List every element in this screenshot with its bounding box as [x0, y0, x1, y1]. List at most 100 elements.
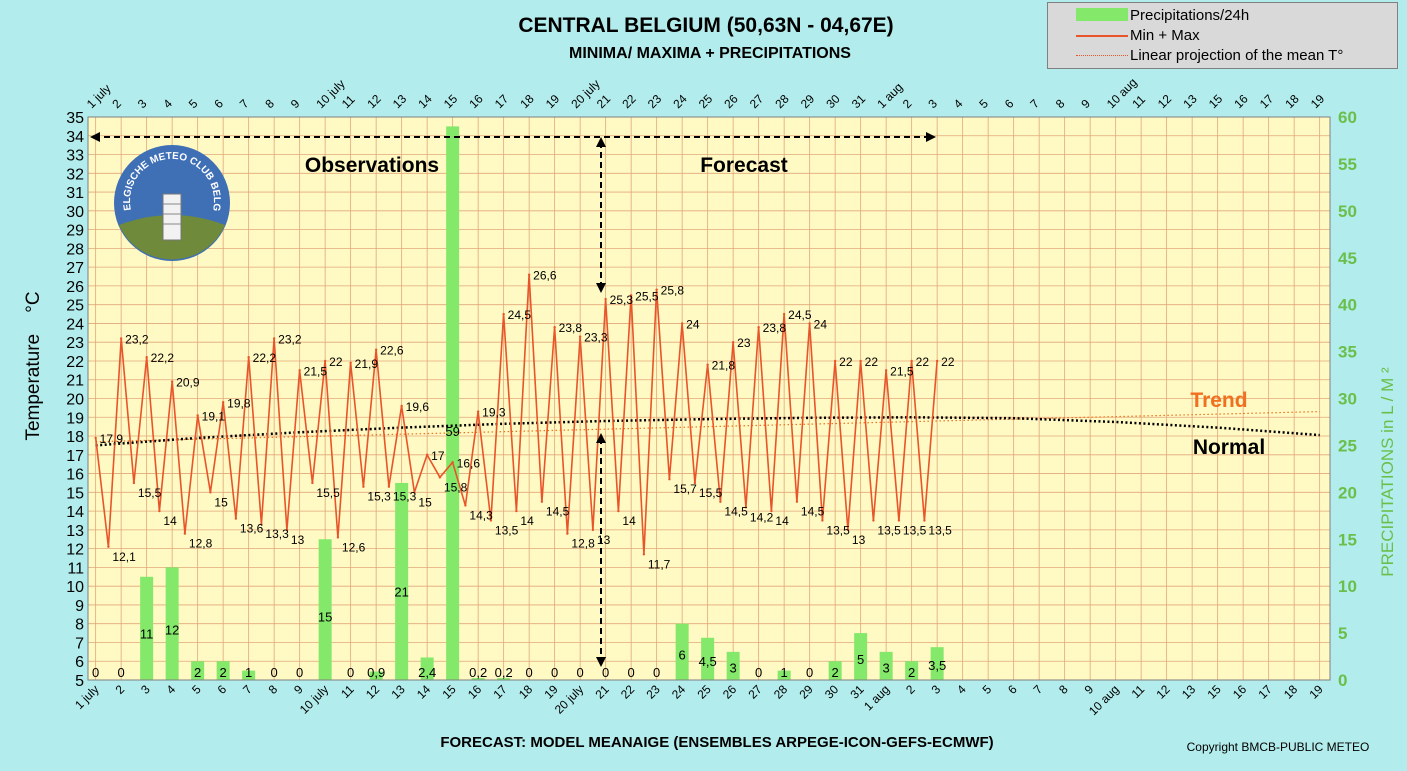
x-tick-label-bottom: 17 — [1255, 682, 1275, 702]
x-tick-label-top: 7 — [237, 96, 252, 111]
x-tick-label-top: 12 — [364, 92, 384, 112]
temp-value-label: 13,6 — [240, 522, 264, 536]
temp-value-label: 22 — [839, 355, 853, 369]
x-tick-label-top: 21 — [594, 92, 614, 112]
min-max-point — [655, 288, 658, 291]
y-tick-label: 12 — [66, 542, 84, 559]
precip-value-label: 0 — [526, 665, 533, 680]
x-tick-label-bottom: 8 — [266, 682, 281, 697]
x-tick-label-bottom: 7 — [240, 682, 255, 697]
x-tick-label-top: 8 — [1053, 96, 1068, 111]
y2-tick-label: 10 — [1338, 577, 1357, 596]
min-max-point — [247, 356, 250, 359]
temp-value-label: 25,5 — [635, 289, 659, 303]
legend-swatch-minmax — [1076, 35, 1128, 37]
x-tick-label-bottom: 23 — [643, 682, 663, 702]
min-max-point — [872, 519, 875, 522]
y2-tick-label: 50 — [1338, 202, 1357, 221]
min-max-point — [209, 491, 212, 494]
precip-bar — [905, 661, 919, 680]
temp-value-label: 22,2 — [253, 351, 277, 365]
temp-value-label: 15 — [214, 495, 228, 509]
x-tick-label-bottom: 15 — [439, 682, 459, 702]
x-tick-label-top: 1 july — [84, 81, 114, 111]
x-tick-label-top: 13 — [1180, 92, 1200, 112]
y2-tick-label: 20 — [1338, 483, 1357, 502]
min-max-point — [336, 536, 340, 539]
temp-value-label: 24,5 — [788, 308, 812, 322]
normal-curve — [95, 416, 1320, 447]
temp-value-label: 13 — [597, 533, 611, 547]
temp-value-label: 14 — [520, 514, 534, 528]
min-max-point — [515, 509, 518, 513]
y-tick-label: 21 — [66, 373, 84, 390]
precip-value-label: 0 — [551, 665, 558, 680]
precip-value-label: 4,5 — [699, 654, 717, 669]
y-tick-label: 17 — [66, 448, 84, 465]
temp-value-label: 19,8 — [227, 396, 251, 410]
legend-swatch-linear — [1076, 55, 1128, 56]
precip-bar — [242, 670, 256, 680]
temp-value-label: 14 — [163, 514, 177, 528]
precip-bar — [446, 126, 460, 681]
x-tick-label-bottom: 10 july — [297, 682, 331, 716]
precip-bar — [395, 482, 409, 680]
divider-head-2 — [596, 283, 606, 293]
y-tick-label: 26 — [66, 279, 84, 296]
min-max-point — [464, 504, 467, 507]
y-tick-label: 20 — [66, 392, 84, 409]
min-max-point — [719, 500, 722, 503]
min-max-point — [553, 325, 556, 329]
precip-value-label: 21 — [394, 584, 408, 599]
temp-value-label: 24 — [814, 317, 828, 331]
x-tick-label-bottom: 8 — [1056, 682, 1071, 697]
precip-bar — [191, 661, 205, 680]
x-tick-label-bottom: 17 — [490, 682, 510, 702]
temp-value-label: 15,5 — [699, 486, 723, 500]
temp-value-label: 12,1 — [112, 550, 136, 564]
x-tick-label-top: 4 — [951, 96, 966, 111]
y-tick-label: 27 — [66, 260, 84, 277]
temp-value-label: 14 — [622, 514, 636, 528]
min-max-point — [425, 453, 429, 456]
x-tick-label-bottom: 24 — [669, 682, 689, 702]
temp-value-label: 22,6 — [380, 344, 404, 358]
precip-bar — [471, 678, 485, 680]
x-tick-label-bottom: 19 — [541, 682, 561, 702]
x-tick-label-bottom: 11 — [338, 682, 357, 701]
min-max-point — [94, 436, 97, 440]
temp-value-label: 23,8 — [559, 321, 583, 335]
x-tick-label-top: 11 — [1129, 92, 1148, 111]
min-max-point — [349, 361, 352, 365]
y2-tick-label: 60 — [1338, 108, 1357, 127]
min-max-point — [706, 363, 709, 366]
plot-border — [87, 116, 1331, 681]
x-tick-label-top: 4 — [160, 96, 175, 111]
x-tick-label-top: 25 — [696, 92, 716, 112]
x-tick-label-bottom: 9 — [291, 682, 306, 697]
x-tick-label-bottom: 4 — [954, 682, 969, 697]
y-tick-label: 34 — [66, 129, 84, 146]
precip-value-label: 1 — [781, 665, 788, 680]
x-tick-label-bottom: 19 — [1306, 682, 1326, 702]
y-tick-label: 13 — [66, 523, 84, 540]
x-tick-label-top: 26 — [721, 92, 741, 112]
y-tick-label: 7 — [75, 635, 84, 652]
min-max-point — [489, 519, 493, 522]
min-max-point — [680, 322, 684, 325]
min-max-point — [821, 519, 824, 522]
min-max-point — [795, 500, 799, 503]
min-max-point — [782, 312, 786, 316]
x-tick-label-top: 2 — [109, 96, 124, 111]
x-tick-label-bottom: 25 — [694, 682, 714, 702]
min-max-point — [107, 545, 110, 548]
temp-value-label: 14,5 — [724, 505, 748, 519]
x-tick-label-bottom: 11 — [1129, 682, 1148, 701]
x-tick-label-bottom: 6 — [215, 682, 230, 697]
temp-value-label: 15,7 — [673, 482, 697, 496]
y2-tick-label: 30 — [1338, 390, 1357, 409]
y-tick-label: 6 — [75, 654, 84, 671]
min-max-point — [132, 481, 136, 485]
x-tick-label-top: 17 — [492, 92, 512, 112]
x-tick-label-top: 6 — [1002, 96, 1017, 111]
